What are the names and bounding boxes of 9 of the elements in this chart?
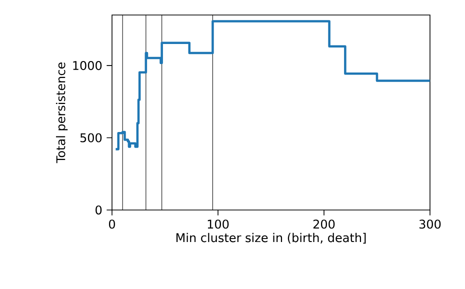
x-tick-label: 300 bbox=[419, 220, 441, 229]
y-tick-label: 1000 bbox=[73, 61, 102, 70]
y-tick-label: 0 bbox=[96, 205, 102, 215]
y-axis-title: Total persistence bbox=[56, 62, 68, 164]
x-axis-title: Min cluster size in (birth, death] bbox=[176, 232, 366, 244]
y-tick-label: 500 bbox=[80, 133, 102, 142]
x-tick-label: 200 bbox=[313, 220, 335, 229]
x-tick-label: 100 bbox=[208, 220, 229, 229]
x-tick-label: 0 bbox=[108, 220, 116, 229]
